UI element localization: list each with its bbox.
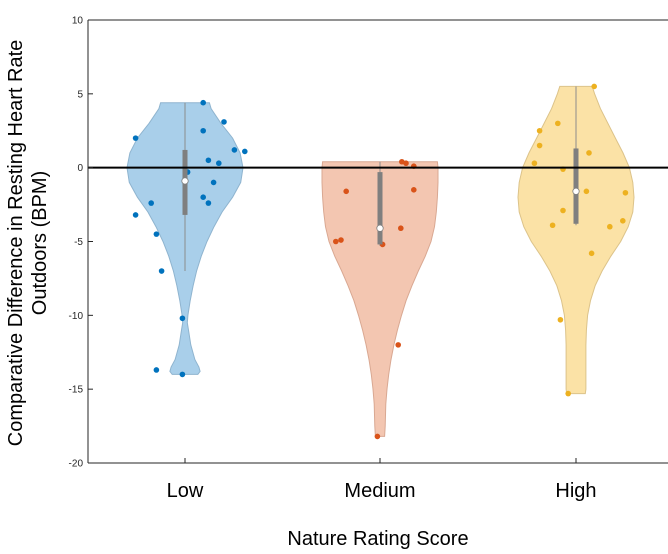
- data-point-medium: [374, 433, 381, 440]
- data-point-high: [586, 150, 592, 156]
- y-axis-label-line-1: Comparative Difference in Resting Heart …: [5, 40, 27, 446]
- data-point-low: [210, 179, 217, 186]
- data-point-low: [221, 119, 227, 125]
- data-point-high: [591, 83, 597, 90]
- y-tick-label: 5: [77, 89, 83, 100]
- data-point-high: [536, 127, 543, 134]
- x-tick-label-high: High: [555, 480, 596, 502]
- data-point-low: [200, 99, 206, 106]
- data-point-low: [148, 200, 154, 206]
- data-point-low: [200, 194, 206, 200]
- data-point-medium: [338, 237, 344, 243]
- axes-layer: 10 5 0 -5 -10 -15 -20 Low Medium High: [69, 16, 668, 502]
- data-point-medium: [399, 158, 405, 165]
- data-point-medium: [395, 342, 402, 348]
- data-point-low: [242, 148, 248, 155]
- y-tick-label: -5: [74, 237, 83, 248]
- data-point-medium: [411, 187, 417, 193]
- data-point-low: [153, 367, 160, 373]
- y-tick-label: 10: [72, 16, 84, 27]
- data-point-low: [200, 127, 206, 134]
- x-tick-label-low: Low: [167, 480, 204, 502]
- iqr-box-high: [573, 148, 579, 224]
- data-point-high: [607, 223, 613, 230]
- violin-medium: [321, 161, 439, 437]
- y-tick-label: -15: [69, 385, 84, 396]
- data-point-medium: [398, 225, 404, 232]
- data-point-low: [179, 315, 186, 322]
- data-point-low: [205, 200, 212, 206]
- data-point-low: [205, 157, 212, 164]
- data-point-high: [536, 142, 543, 149]
- x-axis-label: Nature Rating Score: [287, 528, 468, 550]
- y-axis-label: Comparative Difference in Resting Heart …: [5, 40, 51, 446]
- y-tick-label: 0: [77, 163, 83, 174]
- median-marker-low: [181, 177, 189, 185]
- data-point-low: [158, 268, 165, 274]
- data-point-medium: [333, 238, 339, 245]
- median-marker-high: [572, 187, 580, 195]
- data-point-high: [549, 222, 556, 229]
- data-point-high: [531, 160, 538, 167]
- data-point-low: [153, 231, 160, 237]
- iqr-box-medium: [377, 172, 383, 245]
- data-point-high: [620, 218, 626, 224]
- data-point-high: [565, 390, 571, 397]
- violin-high: [517, 85, 635, 395]
- y-tick-label: -20: [69, 459, 84, 470]
- data-point-high: [555, 120, 561, 127]
- data-point-low: [132, 212, 139, 218]
- median-marker-medium: [376, 224, 384, 232]
- data-point-low: [231, 147, 238, 153]
- data-point-high: [588, 250, 595, 257]
- data-point-high: [560, 207, 566, 214]
- data-point-low: [216, 160, 222, 167]
- data-point-high: [557, 316, 564, 323]
- data-point-low: [132, 135, 139, 141]
- y-axis-label-line-2: Outdoors (BPM): [29, 171, 51, 315]
- violins-layer: [126, 83, 635, 440]
- data-point-medium: [343, 188, 350, 195]
- data-point-low: [179, 371, 186, 378]
- y-tick-label: -10: [69, 311, 84, 322]
- data-point-high: [583, 188, 590, 195]
- x-tick-label-medium: Medium: [344, 480, 415, 502]
- data-point-high: [622, 189, 629, 196]
